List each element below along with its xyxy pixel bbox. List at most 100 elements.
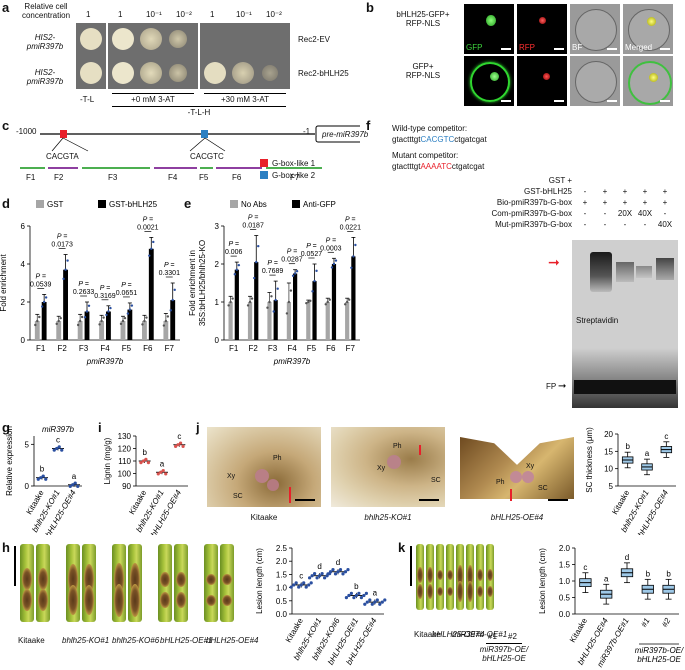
x-axis-label: pmiR397b <box>273 357 311 366</box>
significance-letter: d <box>336 558 340 567</box>
shift-arrow: ➞ <box>548 254 560 270</box>
x-tick-label: #2 <box>660 616 673 629</box>
yeast-spot <box>204 62 226 84</box>
leaf <box>446 544 454 610</box>
data-point <box>297 585 301 589</box>
promoter-diagram <box>20 121 360 169</box>
lesion <box>176 571 186 588</box>
data-point <box>326 300 329 304</box>
x-tick-label: F5 <box>122 344 132 353</box>
data-point <box>181 444 185 448</box>
section-kitaake: Ph Xy SC <box>207 427 321 507</box>
data-point <box>307 300 310 304</box>
x-tick-label: F7 <box>165 344 175 353</box>
bar <box>273 300 278 340</box>
data-point <box>299 583 303 587</box>
y-tick-label: 0 <box>215 336 220 345</box>
significance-letter: d <box>625 553 629 562</box>
gbox2-marker <box>201 130 208 138</box>
gene-label: pre-miR397b <box>322 130 369 139</box>
lesion <box>477 569 483 582</box>
y-tick-label: 6 <box>21 222 26 231</box>
fragment-F5: F5 <box>199 173 209 182</box>
bf-image-1: BF <box>570 4 620 54</box>
emsa-lane-value: - <box>643 220 647 229</box>
media-label-bottom: -T-L-H <box>187 108 211 117</box>
x-tick-label: F7 <box>346 344 356 353</box>
y-axis-label: SC thickness (μm) <box>585 427 594 493</box>
bar <box>293 273 298 340</box>
leaf <box>466 544 474 610</box>
data-point <box>349 591 353 596</box>
data-point <box>294 581 298 585</box>
panel-label-h: h <box>2 540 10 555</box>
data-point <box>76 484 80 488</box>
data-point <box>287 300 291 304</box>
data-point <box>85 310 89 313</box>
wt-sequence: gtactttgtCACGTCctgatcgat <box>392 135 487 144</box>
lesion <box>417 583 423 600</box>
data-point <box>368 598 372 602</box>
emsa-lane-value: + <box>622 198 628 207</box>
fragment-F4: F4 <box>168 173 178 182</box>
gfp-image-1: GFP <box>464 4 514 54</box>
data-point <box>109 306 112 310</box>
significance-letter: b <box>142 448 147 457</box>
scale-bar <box>14 546 16 586</box>
data-point <box>302 581 306 585</box>
mut-label: Mutant competitor: <box>392 151 459 160</box>
emsa-lane-value: 40X <box>657 220 673 229</box>
leaf <box>20 544 34 622</box>
lesion <box>38 589 48 612</box>
row-label-b1: bHLH25-GFP+ RFP-NLS <box>396 10 450 28</box>
legend-gbox1: G-box-like 1 <box>272 159 316 168</box>
bar <box>345 302 350 340</box>
group-label: bHLH25-OE <box>637 655 681 664</box>
emsa-row-label: GST-bHLH25 <box>523 187 572 196</box>
p-value: 0.0021 <box>137 224 159 231</box>
data-point <box>76 323 80 327</box>
leaf-label-h5: bHLH25-OE#4 <box>206 636 259 645</box>
p-value: 0.0003 <box>320 245 342 252</box>
y-axis-label: Lesion length (cm) <box>538 548 547 614</box>
data-point <box>83 316 87 319</box>
data-point <box>107 310 110 313</box>
data-point <box>139 461 143 465</box>
data-point <box>162 324 166 327</box>
y-axis-label: Fold enrichment in <box>188 250 197 316</box>
section-label-3: bHLH25-OE#4 <box>490 513 544 522</box>
bar <box>286 302 291 340</box>
legend-swatch-gbox2 <box>260 171 268 179</box>
data-point <box>364 591 368 596</box>
leaf <box>66 544 80 622</box>
data-point <box>291 274 295 277</box>
significance-letter: b <box>40 465 45 474</box>
data-point <box>293 272 297 275</box>
emsa-lane-value: + <box>602 198 608 207</box>
data-point <box>62 277 65 281</box>
bar <box>120 321 126 340</box>
lesion <box>427 583 433 600</box>
fragment-F7: F7 <box>290 173 300 182</box>
data-point <box>270 295 273 298</box>
leaf-label-h1: Kitaake <box>18 636 45 645</box>
significance-letter: b <box>625 442 630 451</box>
y-tick-label: 2 <box>215 260 220 269</box>
media-label-30mm: +30 mM 3-AT <box>220 95 270 104</box>
lesion <box>427 567 433 583</box>
data-point <box>146 461 151 465</box>
legend-swatch <box>98 200 106 208</box>
bar <box>306 302 311 340</box>
x-tick-label: #1 <box>639 617 651 629</box>
data-point <box>359 596 363 600</box>
emsa-lane-value: - <box>663 209 667 218</box>
data-point <box>375 598 379 602</box>
p-label: P = <box>248 215 258 222</box>
data-point <box>41 474 45 478</box>
bar <box>170 300 176 340</box>
data-point <box>363 602 367 606</box>
data-point <box>352 596 356 600</box>
rfp-image-1: RFP <box>517 4 567 54</box>
bar <box>234 269 239 340</box>
